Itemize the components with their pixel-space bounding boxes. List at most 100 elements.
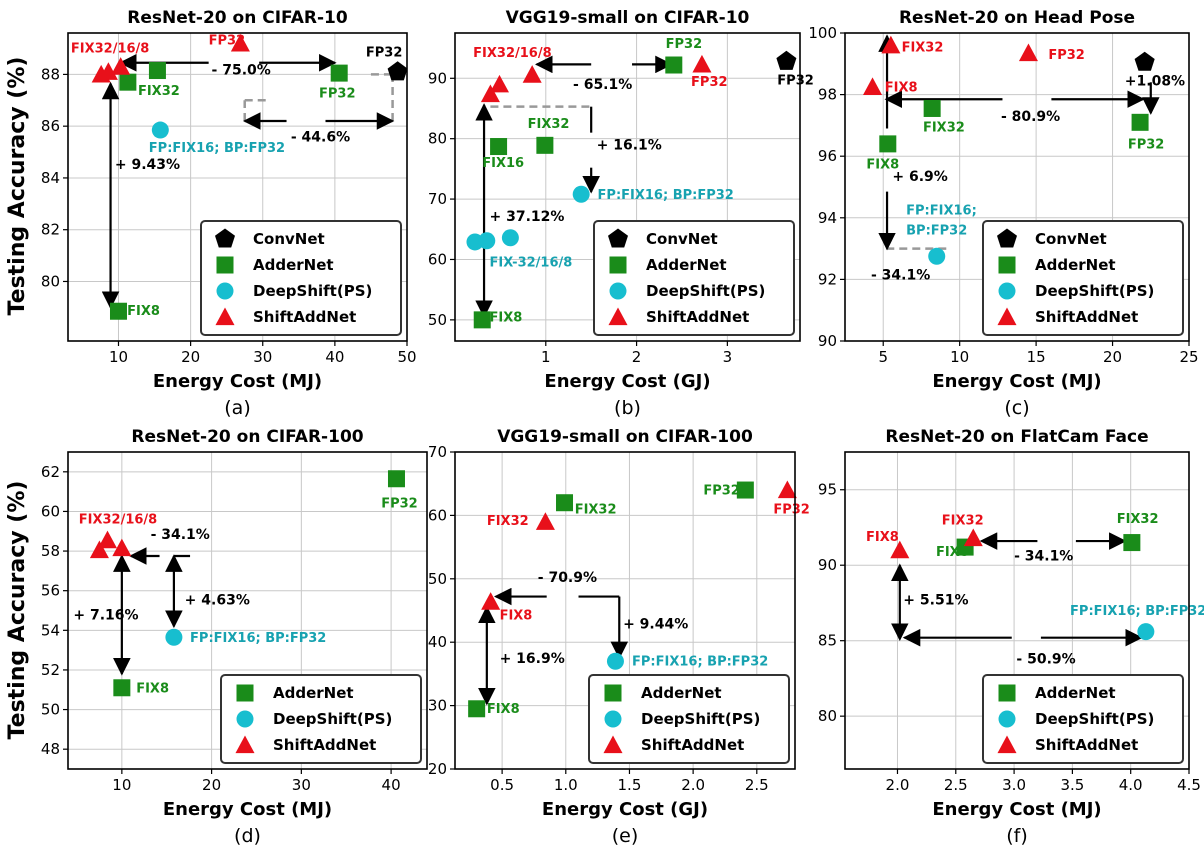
point-label: FIX8 (136, 682, 169, 697)
deepshift-ps-marker (604, 710, 622, 728)
plot-frame (844, 451, 1190, 770)
addernet-marker (736, 481, 754, 499)
legend-label: ShiftAddNet (641, 736, 744, 754)
addernet-marker (609, 256, 627, 274)
point-label: FP32 (691, 75, 728, 90)
deepshift-ps-marker (998, 710, 1016, 728)
point-label: FIX8 (487, 702, 520, 717)
y-tick-label: 70 (428, 190, 447, 208)
x-tick-label: 40 (325, 348, 344, 366)
point-label: FIX16 (482, 156, 524, 171)
shiftaddnet-marker (230, 33, 250, 52)
percent-annotation: + 9.44% (623, 616, 688, 632)
point-label: FIX32 (138, 84, 180, 99)
shiftaddnet-marker (881, 35, 901, 54)
addernet-marker (665, 56, 683, 74)
y-tick-label: 95 (818, 481, 837, 499)
x-tick-label: 3 (723, 348, 733, 366)
x-tick-label: 30 (292, 776, 311, 794)
x-axis-label: Energy Cost (MJ) (932, 371, 1101, 392)
point-label: FIX8 (866, 530, 899, 545)
chart-panel-a: 10 20 30 40 50 80 82 84 86 88 FIX32/16/8 FP32 FP32 FI… (41, 8, 417, 419)
y-tick-label: 50 (428, 570, 447, 588)
shiftaddnet-marker (890, 540, 910, 559)
point-label: FP32 (703, 483, 740, 498)
deepshift-ps-marker (236, 710, 254, 728)
legend-label: DeepShift(PS) (641, 710, 760, 728)
point-label: FIX32 (487, 514, 529, 529)
point-label: FP32 (666, 37, 703, 52)
legend-box (200, 220, 402, 336)
chart-panel-f: 2.0 2.5 3.0 3.5 4.0 4.5 80 85 90 95 FIX32 FIX32 FIX8… (818, 427, 1204, 847)
deepshift-ps-marker (928, 247, 946, 265)
legend-box (588, 674, 790, 764)
shiftaddnet-marker (603, 735, 623, 754)
legend: ConvNet AdderNet DeepShift(PS) ShiftAddNet (982, 220, 1184, 336)
shiftaddnet-marker (963, 528, 983, 547)
chart-title: ResNet-20 on CIFAR-100 (131, 427, 363, 447)
legend-label: AdderNet (641, 684, 722, 702)
y-axis-label-top-row: Testing Accuracy (%) (5, 57, 30, 316)
panel-subtitle: (c) (1004, 397, 1029, 419)
chart-panel-d: 10 20 30 40 48 50 52 54 56 58 60 62 FIX32/16/8 FP32 FP… (41, 427, 428, 847)
chart-title: ResNet-20 on FlatCam Face (885, 427, 1148, 447)
deepshift-ps-marker (606, 652, 624, 670)
y-tick-label: 20 (428, 760, 447, 778)
addernet-marker (1123, 534, 1141, 552)
point-label: FP32 (209, 34, 246, 49)
shiftaddnet-marker (522, 65, 542, 83)
shiftaddnet-marker (481, 592, 501, 610)
shiftaddnet-marker (235, 735, 255, 754)
shiftaddnet-marker (112, 538, 132, 557)
x-tick-label: 2.5 (944, 776, 968, 794)
y-tick-label: 90 (428, 69, 447, 87)
y-tick-label: 56 (41, 582, 60, 600)
y-tick-label: 50 (41, 701, 60, 719)
percent-annotation: - 34.1% (871, 267, 930, 283)
x-tick-label: 10 (950, 348, 969, 366)
legend: AdderNet DeepShift(PS) ShiftAddNet (220, 674, 422, 764)
point-label: FIX8 (866, 158, 899, 173)
y-tick-label: 90 (818, 332, 837, 350)
addernet-marker (1131, 113, 1149, 131)
shiftaddnet-marker (863, 77, 883, 95)
point-label: FP32 (1128, 138, 1165, 153)
x-tick-label: 5 (878, 348, 888, 366)
deepshift-ps-marker (478, 232, 496, 250)
legend-label: AdderNet (646, 256, 727, 274)
y-tick-label: 52 (41, 661, 60, 679)
point-label: FIX32/16/8 (473, 46, 551, 61)
panel-subtitle: (f) (1006, 825, 1028, 847)
point-label: FP32 (319, 87, 356, 102)
addernet-marker (119, 73, 137, 91)
shiftaddnet-marker (692, 54, 712, 73)
percent-annotation: + 37.12% (490, 209, 565, 225)
point-label: FP:FIX16; BP:FP32 (190, 631, 326, 646)
point-label: FP:FIX16; BP:FP32 (598, 188, 734, 203)
point-label: FP32 (773, 502, 810, 517)
point-label: FP32 (366, 45, 403, 60)
addernet-marker (879, 135, 897, 153)
chart-title: ResNet-20 on CIFAR-10 (127, 8, 348, 28)
deepshift-ps-marker (216, 282, 234, 300)
shiftaddnet-marker (215, 307, 235, 326)
point-label: FP32 (777, 73, 814, 88)
x-tick-label: 40 (382, 776, 401, 794)
legend-label: ConvNet (253, 230, 325, 248)
point-label: FIX32 (528, 117, 570, 132)
deepshift-ps-marker (151, 121, 169, 139)
point-label: FP:FIX16; BP:FP32 (632, 655, 768, 670)
point-label: FIX-32/16/8 (490, 256, 573, 271)
percent-annotation: + 6.9% (892, 169, 947, 185)
legend-label: ConvNet (1035, 230, 1107, 248)
x-tick-label: 20 (202, 776, 221, 794)
x-tick-label: 50 (397, 348, 416, 366)
convnet-marker (1134, 51, 1155, 71)
y-tick-label: 98 (818, 86, 837, 104)
percent-annotation: + 9.43% (115, 157, 180, 173)
point-label: FIX32 (923, 121, 965, 136)
point-label: FP32 (1048, 48, 1085, 63)
addernet-marker (923, 99, 941, 117)
shiftaddnet-marker (997, 735, 1017, 754)
point-label: FIX32 (1117, 512, 1159, 527)
